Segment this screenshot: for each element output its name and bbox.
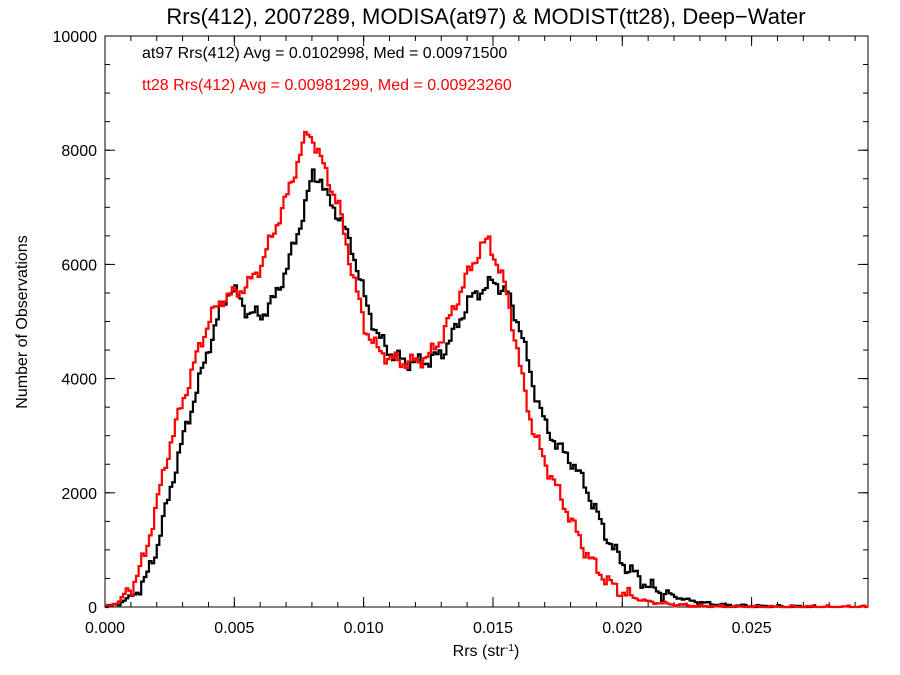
x-axis-label-superscript: -1 [505, 643, 514, 654]
x-axis-label-close: ) [514, 643, 519, 660]
x-tick-label: 0.025 [732, 620, 772, 637]
x-tick-label: 0.000 [85, 620, 125, 637]
y-tick-label: 4000 [61, 372, 97, 389]
y-axis-label: Number of Observations [14, 235, 31, 408]
legend-entry-tt28: tt28 Rrs(412) Avg = 0.00981299, Med = 0.… [142, 77, 512, 94]
x-tick-label: 0.020 [602, 620, 642, 637]
x-axis-label: Rrs (str-1) [453, 643, 520, 661]
y-tick-label: 0 [88, 600, 97, 617]
y-tick-label: 8000 [61, 143, 97, 160]
y-tick-label: 10000 [53, 29, 98, 46]
axis-ticks: 0.000 0.005 0.010 0.015 0.020 0.025 0 2000 4000 6… [53, 29, 868, 637]
legend-entry-at97: at97 Rrs(412) Avg = 0.0102998, Med = 0.0… [142, 45, 507, 62]
series-lines [105, 130, 868, 609]
plot-frame [104, 35, 869, 608]
series-line-tt28 [105, 130, 868, 609]
y-tick-label: 2000 [61, 486, 97, 503]
x-tick-label: 0.005 [214, 620, 254, 637]
series-line-at97 [105, 168, 817, 609]
y-tick-label: 6000 [61, 257, 97, 274]
x-tick-label: 0.010 [344, 620, 384, 637]
chart-title: Rrs(412), 2007289, MODISA(at97) & MODIST… [166, 4, 805, 29]
x-tick-label: 0.015 [473, 620, 513, 637]
x-axis-label-text: Rrs (str [453, 643, 506, 660]
